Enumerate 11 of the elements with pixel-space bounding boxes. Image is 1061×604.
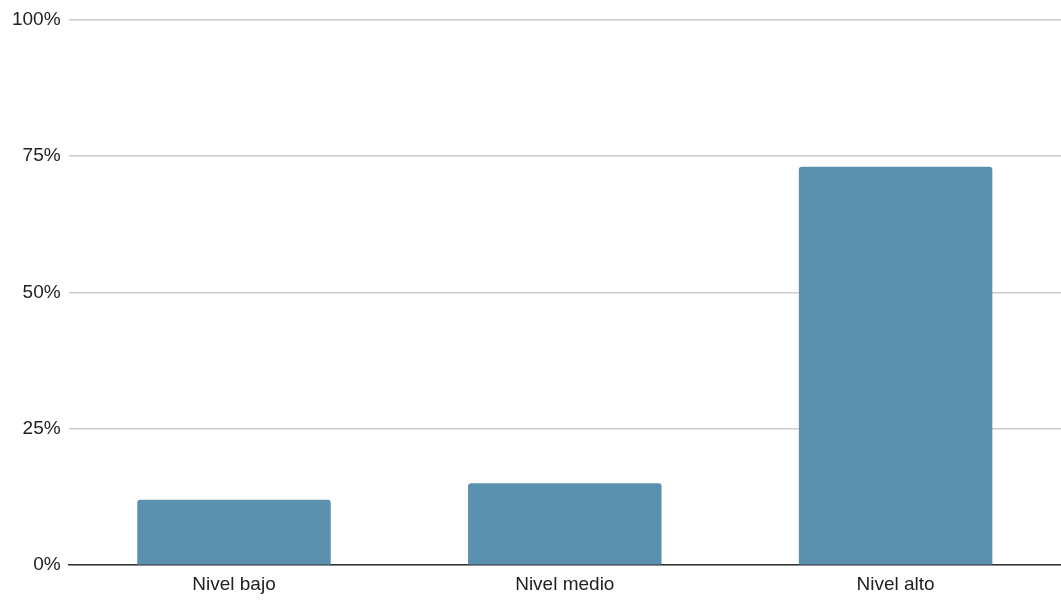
x-tick-label: Nivel alto (856, 572, 935, 594)
x-tick-label: Nivel medio (515, 572, 615, 594)
x-tick-label: Nivel bajo (192, 572, 276, 594)
y-tick-label: 75% (22, 144, 61, 166)
y-tick-label: 100% (11, 7, 61, 29)
y-tick-label: 0% (33, 553, 61, 575)
bar (468, 483, 662, 565)
y-tick-label: 25% (22, 416, 61, 438)
bar (137, 499, 331, 565)
y-tick-label: 50% (22, 280, 61, 302)
bar (798, 166, 993, 565)
